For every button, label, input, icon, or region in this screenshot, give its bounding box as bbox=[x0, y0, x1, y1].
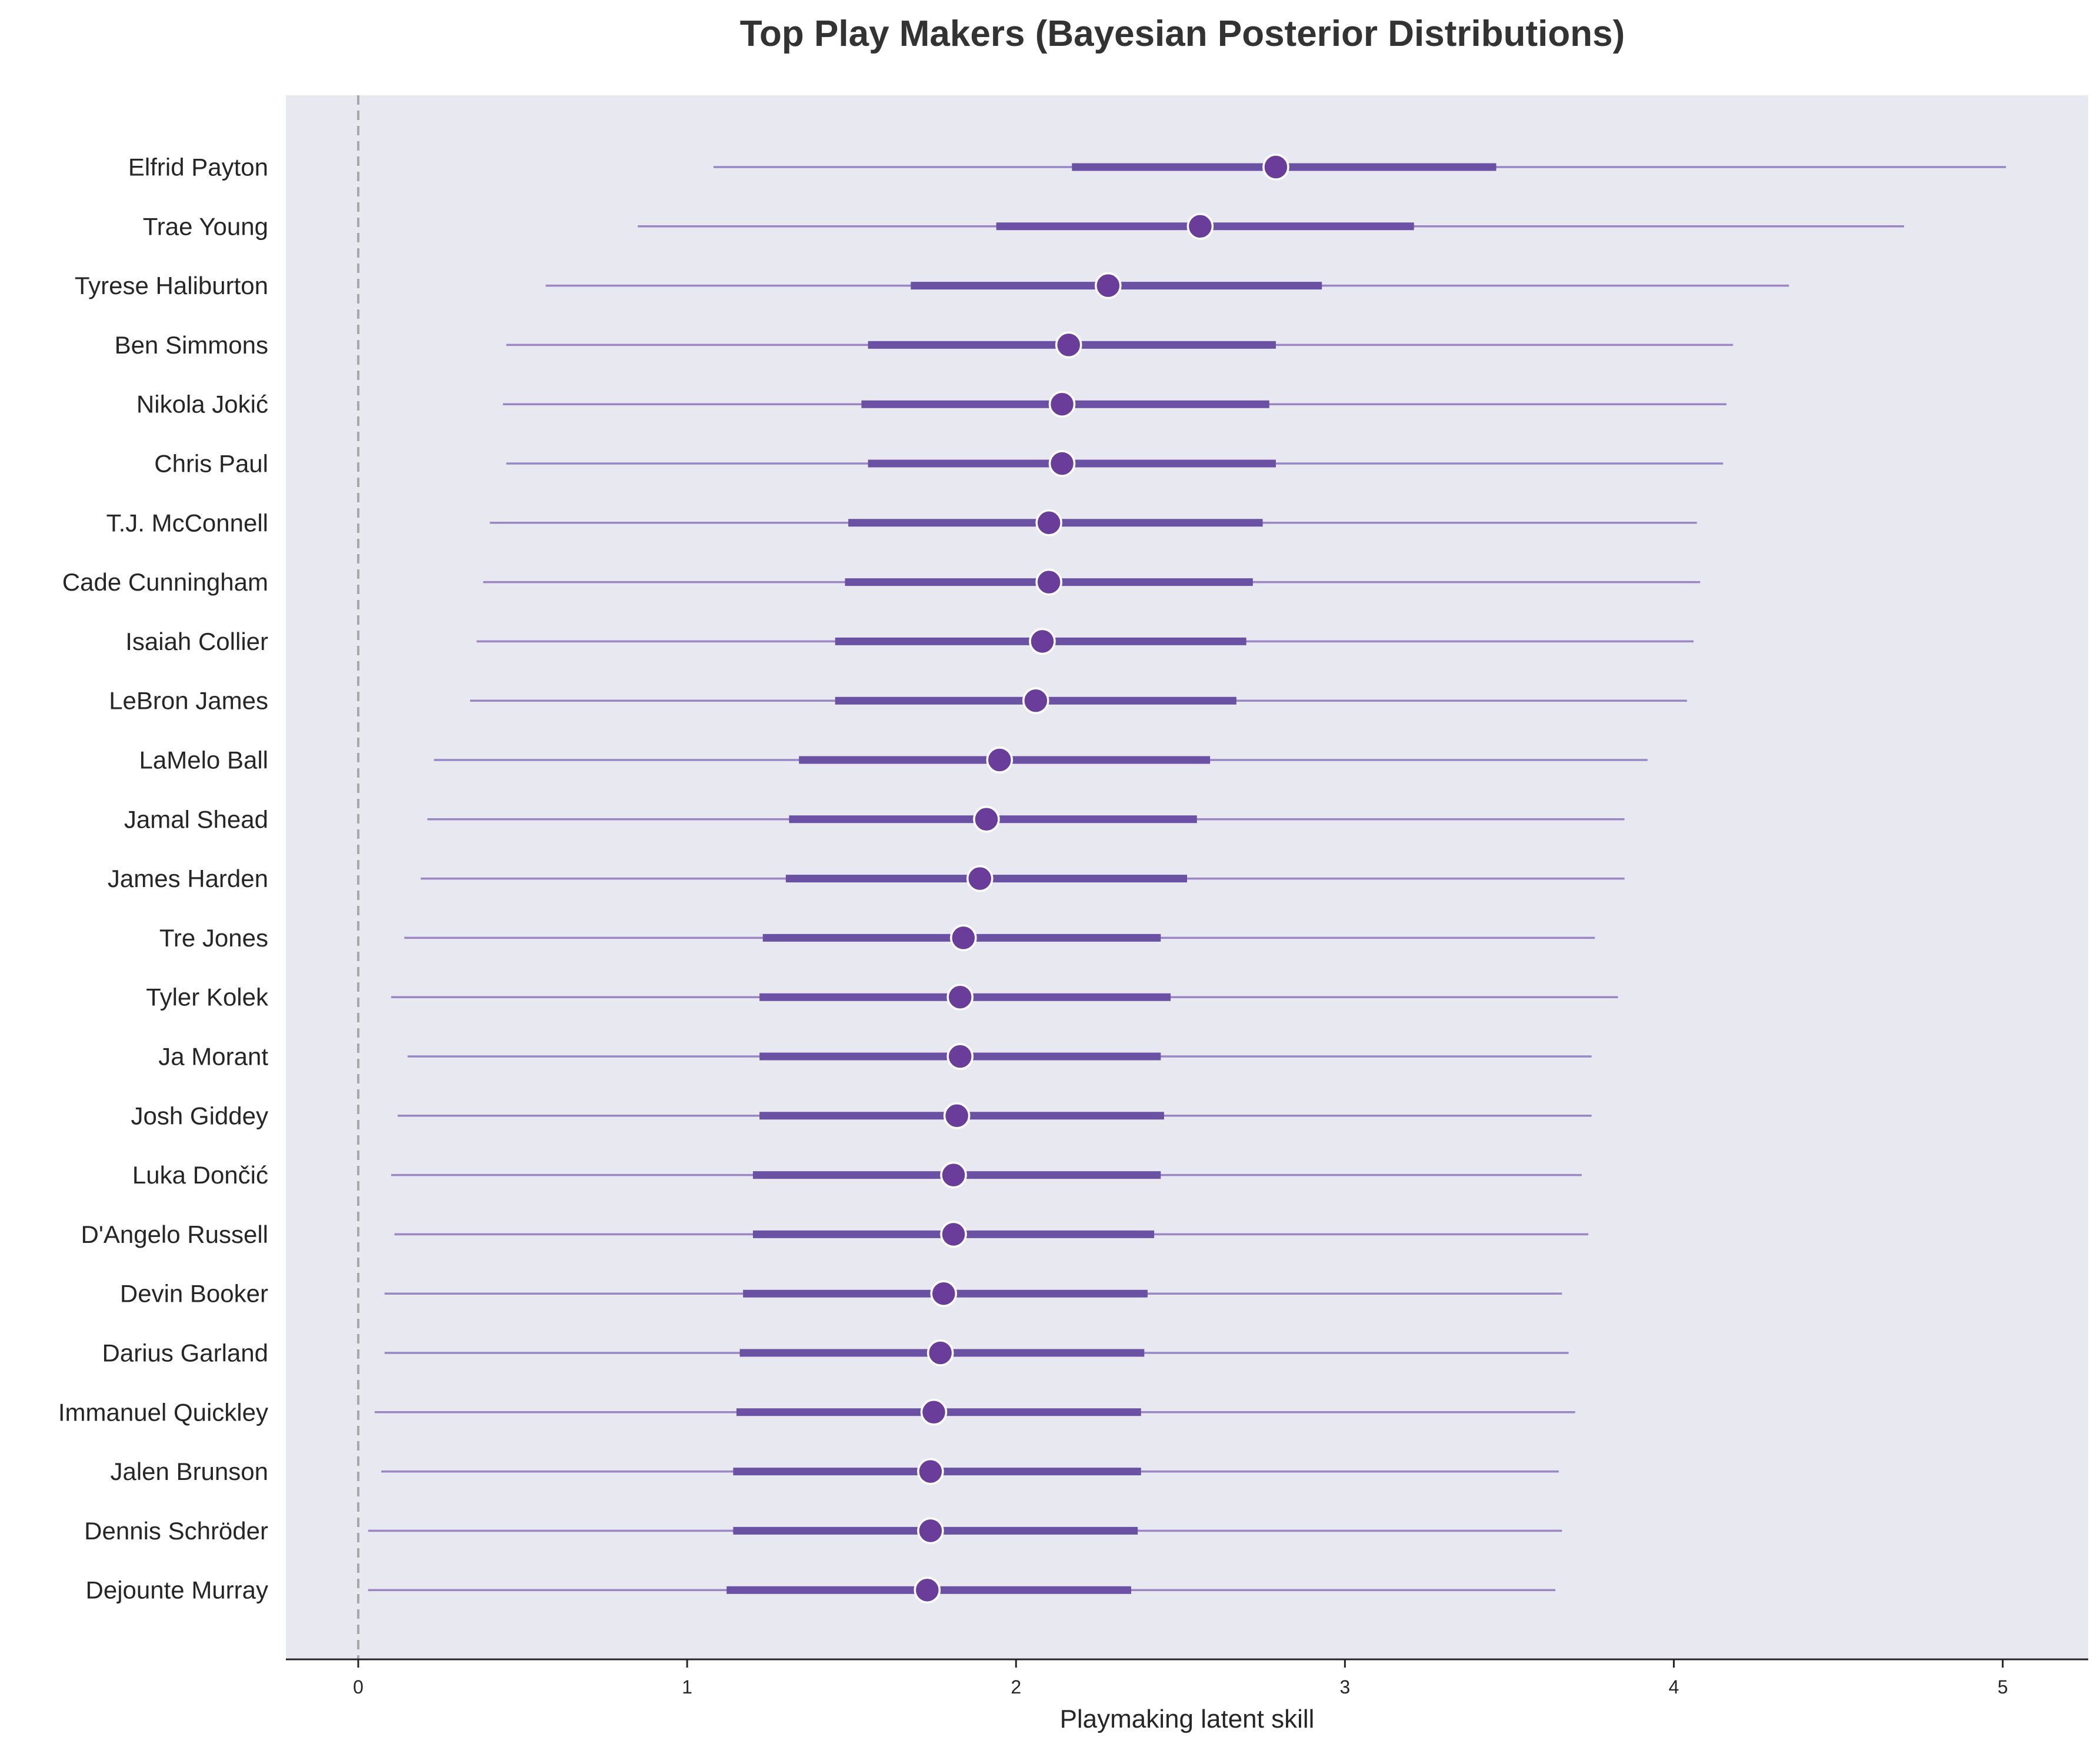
player-label: LeBron James bbox=[109, 687, 268, 715]
x-tick-label: 1 bbox=[682, 1676, 692, 1698]
x-tick-label: 5 bbox=[1998, 1676, 2008, 1698]
player-label: Trae Young bbox=[143, 212, 268, 240]
x-tick-label: 3 bbox=[1339, 1676, 1350, 1698]
median-point bbox=[973, 806, 1000, 833]
player-label: Tyrese Haliburton bbox=[75, 272, 268, 299]
median-point bbox=[1186, 213, 1214, 240]
player-label: Ja Morant bbox=[158, 1043, 268, 1071]
player-label: Tyler Kolek bbox=[146, 983, 269, 1011]
player-label: Tre Jones bbox=[159, 924, 268, 952]
median-point bbox=[946, 983, 974, 1011]
median-point bbox=[1262, 154, 1289, 181]
median-point bbox=[1048, 450, 1076, 477]
player-label: Luka Dončić bbox=[132, 1161, 268, 1189]
median-point bbox=[1035, 509, 1062, 536]
player-label: Dennis Schröder bbox=[84, 1517, 268, 1545]
median-point bbox=[946, 1043, 974, 1070]
player-label: Elfrid Payton bbox=[128, 154, 268, 181]
median-point bbox=[920, 1399, 948, 1426]
player-label: Isaiah Collier bbox=[125, 628, 268, 655]
median-point bbox=[1022, 687, 1049, 714]
median-point bbox=[1048, 391, 1076, 418]
x-tick-label: 0 bbox=[353, 1676, 364, 1698]
x-axis-ticks: 0 1 2 3 4 5 bbox=[353, 1659, 2008, 1698]
player-label: Devin Booker bbox=[120, 1280, 268, 1308]
player-label: Jalen Brunson bbox=[110, 1458, 268, 1485]
player-label: T.J. McConnell bbox=[106, 509, 268, 536]
median-point bbox=[986, 746, 1014, 774]
player-label: LaMelo Ball bbox=[139, 746, 268, 774]
median-point bbox=[917, 1458, 944, 1485]
player-label: Cade Cunningham bbox=[62, 568, 268, 596]
x-tick-label: 2 bbox=[1011, 1676, 1021, 1698]
median-point bbox=[950, 924, 977, 952]
player-label: Nikola Jokić bbox=[136, 391, 268, 418]
median-point bbox=[1029, 628, 1056, 655]
median-point bbox=[1035, 568, 1062, 596]
player-label: Josh Giddey bbox=[131, 1102, 268, 1129]
player-label: Chris Paul bbox=[154, 450, 268, 478]
chart-title: Top Play Makers (Bayesian Posterior Dist… bbox=[740, 14, 1625, 54]
player-label: D'Angelo Russell bbox=[81, 1221, 268, 1248]
median-point bbox=[930, 1280, 957, 1307]
median-point bbox=[966, 865, 994, 892]
x-tick-label: 4 bbox=[1669, 1676, 1679, 1698]
player-label: Jamal Shead bbox=[124, 805, 268, 833]
x-axis-label: Playmaking latent skill bbox=[1060, 1705, 1315, 1733]
points-layer bbox=[914, 154, 1289, 1603]
median-point bbox=[940, 1161, 967, 1189]
player-label: Dejounte Murray bbox=[86, 1576, 268, 1604]
median-point bbox=[1055, 331, 1082, 359]
median-point bbox=[1095, 272, 1122, 299]
player-label: James Harden bbox=[108, 865, 268, 892]
median-point bbox=[940, 1221, 967, 1248]
player-label: Darius Garland bbox=[102, 1339, 268, 1367]
median-point bbox=[926, 1339, 954, 1366]
median-point bbox=[914, 1576, 941, 1603]
player-labels: Elfrid Payton Trae Young Tyrese Haliburton… bbox=[58, 154, 269, 1604]
player-label: Immanuel Quickley bbox=[58, 1398, 268, 1426]
player-label: Ben Simmons bbox=[115, 331, 268, 359]
median-point bbox=[917, 1517, 944, 1545]
median-point bbox=[943, 1102, 971, 1129]
